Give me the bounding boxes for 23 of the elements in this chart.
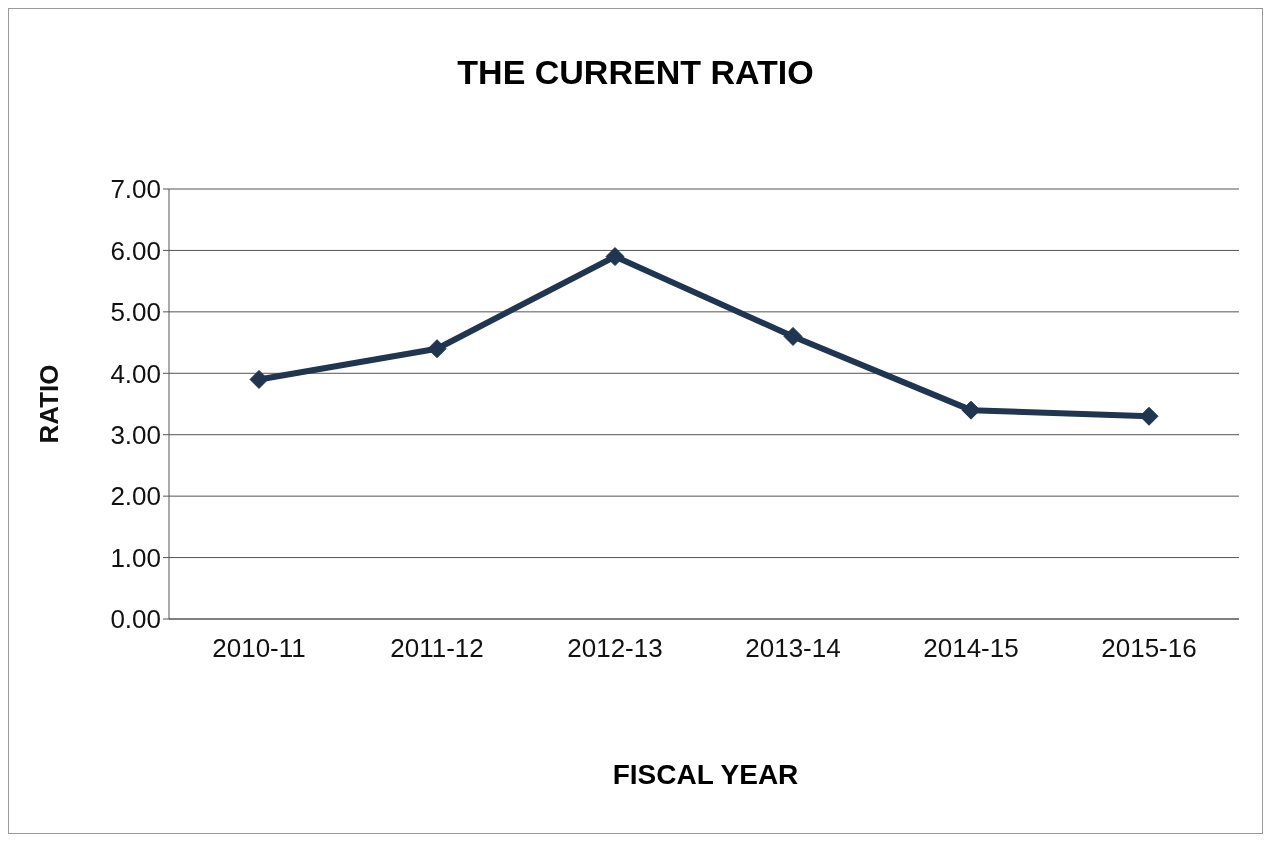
y-tick-label: 2.00 xyxy=(110,481,161,512)
y-tick-label: 1.00 xyxy=(110,542,161,573)
point xyxy=(961,400,981,420)
point xyxy=(249,369,269,389)
point xyxy=(783,326,803,346)
x-axis-title: FISCAL YEAR xyxy=(611,759,800,791)
x-tick-label: 2010-11 xyxy=(212,633,306,664)
x-tick-label: 2014-15 xyxy=(923,633,1019,664)
x-tick-label: 2013-14 xyxy=(745,633,841,664)
chart-title: THE CURRENT RATIO xyxy=(456,53,815,92)
x-tick-label: 2011-12 xyxy=(390,633,484,664)
y-tick-label: 3.00 xyxy=(110,419,161,450)
point xyxy=(605,247,625,267)
point xyxy=(1139,406,1159,426)
y-axis-title: RATIO xyxy=(34,364,65,444)
y-tick-label: 4.00 xyxy=(110,358,161,389)
y-tick-label: 0.00 xyxy=(110,604,161,635)
x-tick-label: 2012-13 xyxy=(567,633,663,664)
y-tick-label: 5.00 xyxy=(110,297,161,328)
y-tick-label: 7.00 xyxy=(110,174,161,205)
point xyxy=(427,339,447,359)
x-tick-label: 2015-16 xyxy=(1101,633,1197,664)
y-tick-label: 6.00 xyxy=(110,235,161,266)
